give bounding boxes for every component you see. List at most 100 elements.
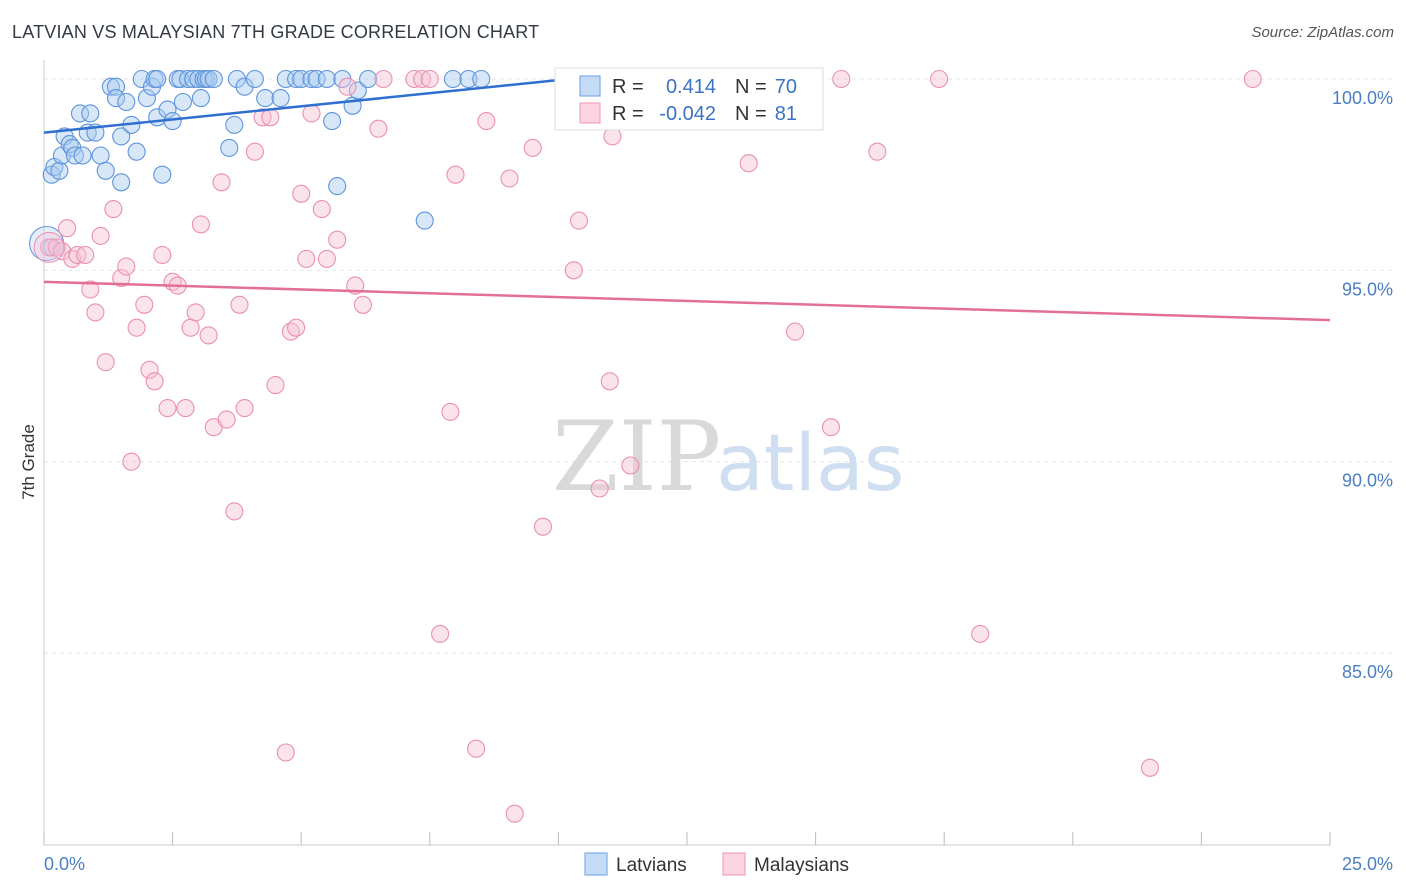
legend-stats: R = 0.414 N = 70 R = -0.042 N = 81 [554,67,824,131]
latvians-point [65,146,84,165]
malaysians-point [832,69,851,89]
latvians-point [220,138,239,157]
malaysians-point [176,399,195,418]
x-tick-label-min: 0.0% [44,854,85,874]
malaysians-point [500,169,519,188]
latvians-point [459,69,478,89]
malaysians-points [33,69,1262,823]
watermark-atlas: atlas [716,419,905,509]
legend-r-latvians: 0.414 [666,76,716,98]
malaysians-point [52,242,72,261]
legend-r-malaysians: -0.042 [659,103,716,125]
legend-n-latvians: 70 [775,76,797,98]
malaysians-point [96,353,115,372]
malaysians-point [76,245,95,265]
x-tick-label-max: 25.0% [1342,854,1393,874]
malaysians-point [145,372,164,391]
legend-swatch-malaysians [579,102,601,124]
malaysians-point [235,399,254,418]
latvians-point [328,177,347,196]
malaysians-point [533,517,553,536]
legend-r-label-latvians: R = [612,76,644,98]
malaysians-point [1140,758,1160,777]
malaysians-point [739,154,758,173]
malaysians-point [81,280,100,299]
malaysians-point [225,502,244,521]
x-tick-labels: 0.0% 25.0% [44,854,1393,874]
latvians-point [73,146,92,165]
malaysians-point [181,318,200,337]
malaysians-point [600,372,619,391]
malaysians-point [312,200,331,219]
latvians-point [443,69,462,89]
malaysians-point [68,245,87,265]
latvians-point [127,142,146,161]
latvians-point [117,92,136,112]
malaysians-point [287,318,306,337]
latvians-point [112,173,131,192]
y-tick-label: 85.0% [1342,662,1393,682]
latvians-point [199,69,218,89]
latvians-point [271,89,290,108]
latvians-point [256,89,275,108]
malaysians-point [158,399,177,418]
malaysians-point [971,624,990,643]
malaysians-point [122,452,141,471]
malaysians-point [230,295,249,314]
malaysians-point [446,165,465,184]
malaysians-point [302,104,321,123]
latvians-point [91,146,110,165]
malaysians-trend-line [43,280,1331,322]
malaysians-point [317,249,336,268]
latvians-point [348,81,367,100]
malaysians-point [112,268,131,288]
malaysians-point [117,257,136,276]
malaysians-point [441,402,460,421]
legend-r-label-malaysians: R = [612,103,644,125]
grid-lines [44,78,1393,654]
latvians-point [153,165,172,184]
malaysians-point [338,77,357,96]
latvians-point [132,69,151,89]
watermark-zip: ZIP [552,401,721,513]
latvians-point [191,89,210,108]
latvians-trend-line [43,77,569,134]
malaysians-point [467,739,486,758]
source-label: Source: ZipAtlas.com [1251,24,1394,41]
legend-swatch-latvians [579,75,601,97]
legend-bottom-label-malaysians: Malaysians [754,855,849,876]
malaysians-point-large [33,231,65,263]
latvians-point [317,69,336,89]
latvians-point [204,69,223,89]
latvians-point [276,69,295,89]
malaysians-point [140,360,159,379]
latvians-point [184,69,203,89]
latvians-point [235,77,254,96]
malaysians-point [821,418,841,437]
malaysians-point [590,479,609,498]
malaysians-point [930,69,949,89]
malaysians-point [505,804,524,823]
latvians-point [472,69,491,89]
malaysians-point [217,410,236,429]
malaysians-point [420,69,439,89]
malaysians-point [276,743,295,762]
malaysians-point [127,318,146,337]
malaysians-point [353,295,372,314]
malaysians-point [431,624,450,643]
malaysians-point [104,200,123,219]
malaysians-point [621,456,640,475]
malaysians-point [253,108,272,127]
malaysians-point [212,173,231,192]
latvians-point [158,100,177,119]
latvians-point [189,69,208,89]
y-tick-label: 95.0% [1342,279,1393,299]
latvians-point [292,69,311,89]
latvians-point [307,69,326,89]
latvians-point [50,161,69,180]
latvians-point [415,211,434,230]
legend-n-label-malaysians: N = [735,103,767,125]
latvians-point [245,69,264,89]
latvians-point [106,89,126,108]
